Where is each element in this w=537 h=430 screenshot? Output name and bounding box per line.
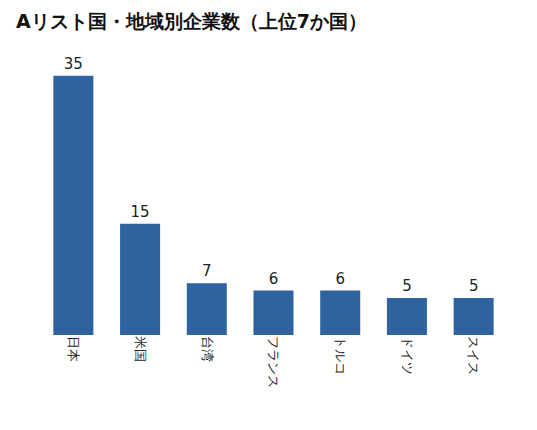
svg-text:日本: 日本 — [66, 336, 81, 362]
svg-text:6: 6 — [269, 270, 279, 288]
svg-text:ドイツ: ドイツ — [400, 336, 415, 375]
svg-text:15: 15 — [131, 203, 150, 221]
svg-text:台湾: 台湾 — [200, 336, 215, 362]
svg-text:35: 35 — [64, 55, 83, 73]
svg-text:Aリスト国・地域別企業数（上位7か国）: Aリスト国・地域別企業数（上位7か国） — [16, 10, 367, 32]
svg-text:スイス: スイス — [466, 336, 481, 375]
svg-text:7: 7 — [202, 262, 212, 280]
svg-text:6: 6 — [335, 270, 345, 288]
svg-text:米国: 米国 — [133, 336, 148, 362]
svg-text:5: 5 — [402, 277, 412, 295]
svg-text:5: 5 — [469, 277, 479, 295]
svg-text:トルコ: トルコ — [333, 336, 348, 375]
svg-text:フランス: フランス — [266, 336, 281, 388]
